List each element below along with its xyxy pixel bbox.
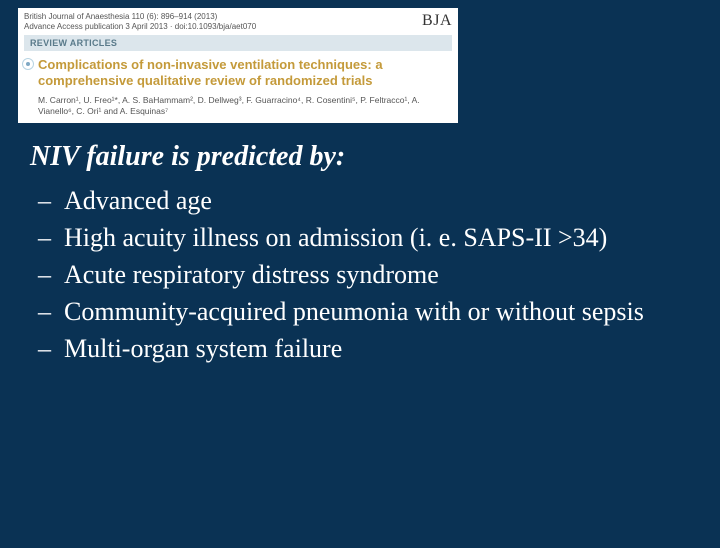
- section-label: REVIEW ARTICLES: [24, 35, 452, 51]
- paper-meta: British Journal of Anaesthesia 110 (6): …: [24, 12, 256, 31]
- paper-meta-line1: British Journal of Anaesthesia 110 (6): …: [24, 12, 256, 22]
- journal-logo: BJA: [422, 12, 452, 30]
- list-item: Acute respiratory distress syndrome: [38, 257, 690, 292]
- list-item: Multi-organ system failure: [38, 331, 690, 366]
- list-item: High acuity illness on admission (i. e. …: [38, 220, 690, 255]
- bullet-list: Advanced age High acuity illness on admi…: [30, 183, 690, 366]
- slide-content: NIV failure is predicted by: Advanced ag…: [0, 123, 720, 366]
- paper-meta-line2: Advance Access publication 3 April 2013 …: [24, 22, 256, 32]
- title-bullet-icon: [22, 58, 34, 70]
- paper-meta-row: British Journal of Anaesthesia 110 (6): …: [24, 12, 452, 33]
- list-item: Advanced age: [38, 183, 690, 218]
- paper-title-text: Complications of non-invasive ventilatio…: [38, 57, 383, 88]
- paper-authors: M. Carron¹, U. Freo¹*, A. S. BaHammam², …: [24, 92, 452, 117]
- list-item: Community-acquired pneumonia with or wit…: [38, 294, 690, 329]
- slide-heading: NIV failure is predicted by:: [30, 141, 690, 173]
- paper-citation-block: British Journal of Anaesthesia 110 (6): …: [18, 8, 458, 123]
- paper-title: Complications of non-invasive ventilatio…: [24, 53, 452, 92]
